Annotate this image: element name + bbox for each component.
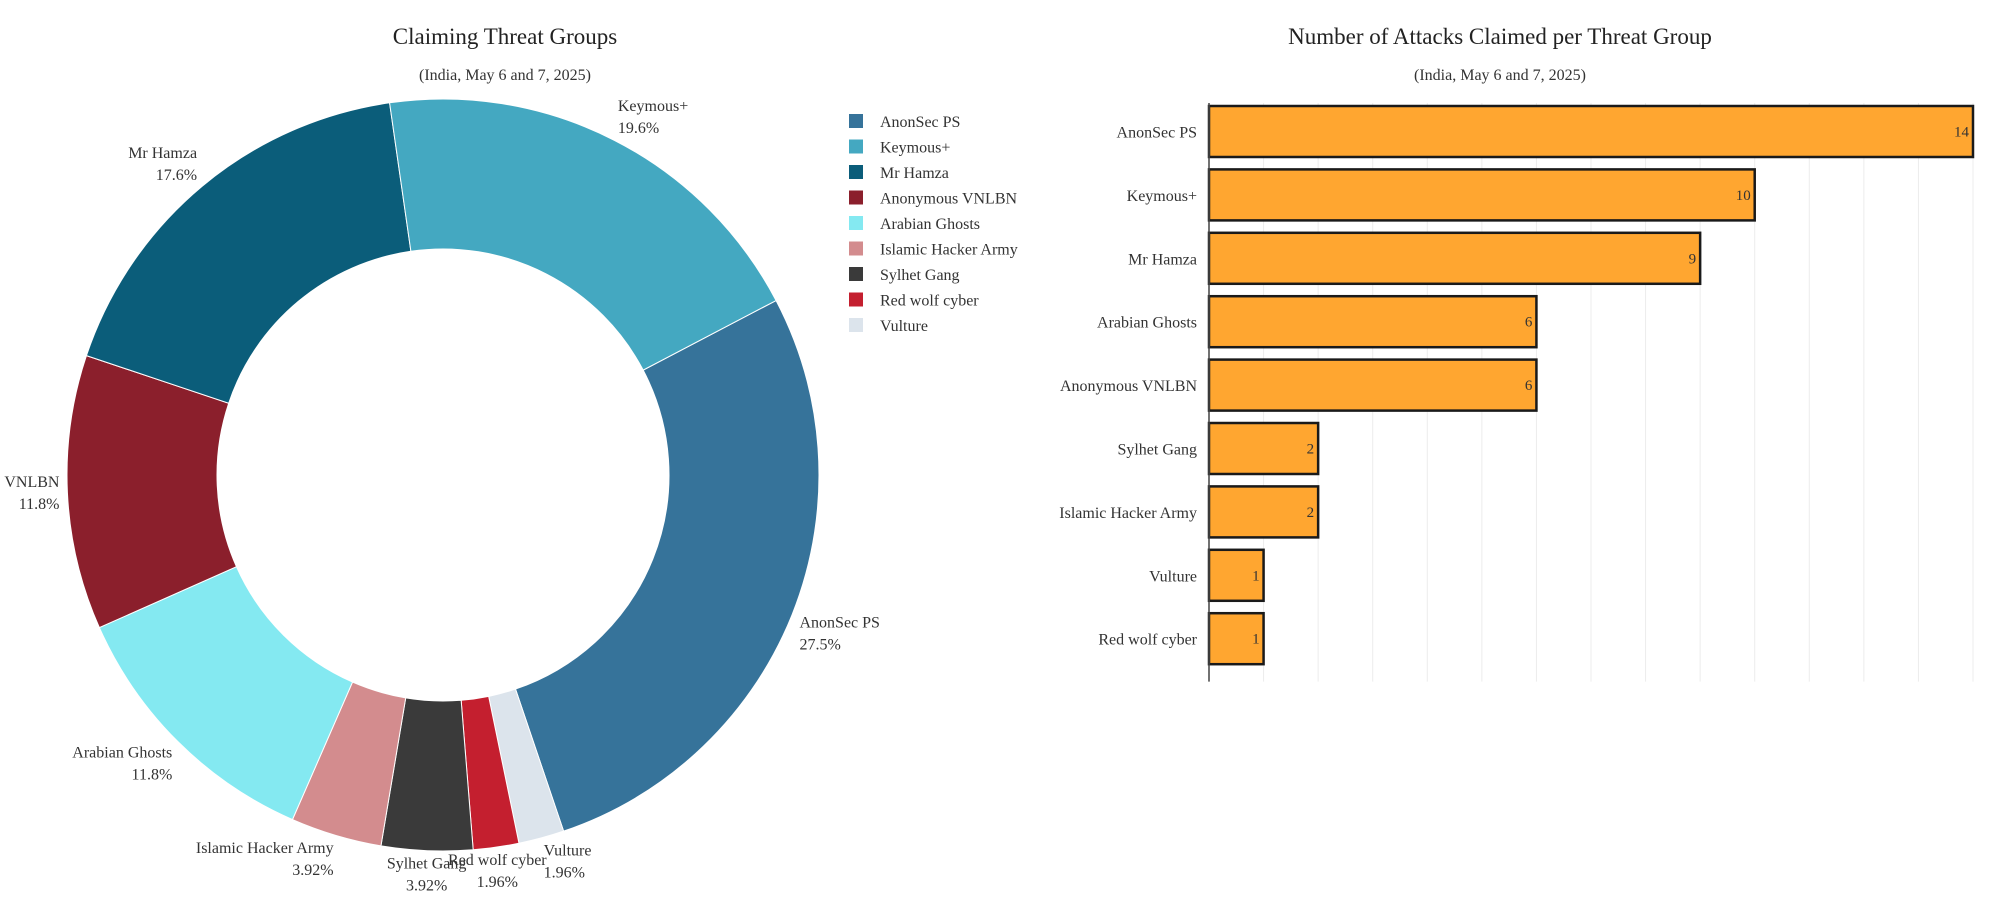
legend-item-red-wolf-cyber: Red wolf cyber — [880, 293, 979, 310]
bar-islamic-hacker-army — [1207, 485, 1320, 539]
slice-percent-red-wolf-cyber: 1.96% — [477, 874, 518, 891]
donut-legend: AnonSec PS Keymous+ Mr Hamza Anonymous VNLB… — [849, 114, 1018, 335]
slice-percent-anonsec-ps: 27.5% — [799, 637, 840, 654]
slice-percent-islamic-hacker-army: 3.92% — [292, 862, 333, 879]
bar-category-labels: AnonSec PS Keymous+ Mr Hamza Arabian Ghosts… — [1059, 125, 1197, 649]
bar-category-anonymous-vnlbn: Anonymous VNLBN — [1060, 378, 1197, 395]
slice-label-mr-hamza: Mr Hamza — [128, 145, 197, 162]
legend-swatch-sylhet-gang — [849, 267, 863, 281]
bar-value-red-wolf-cyber: 1 — [1252, 632, 1260, 648]
slice-anonsec-ps — [514, 299, 820, 832]
pie-chart-title: Claiming Threat Groups — [393, 24, 617, 49]
legend-item-sylhet-gang: Sylhet Gang — [880, 267, 960, 284]
legend-item-islamic-hacker-army: Islamic Hacker Army — [880, 242, 1018, 259]
pie-chart-subtitle: (India, May 6 and 7, 2025) — [419, 67, 591, 84]
bar-value-sylhet-gang: 2 — [1307, 442, 1315, 458]
bar-category-sylhet-gang: Sylhet Gang — [1117, 442, 1197, 459]
bar-chart: Number of Attacks Claimed per Threat Gro… — [1059, 24, 1975, 682]
legend-swatch-keymous — [849, 139, 863, 154]
legend-item-mr-hamza: Mr Hamza — [880, 165, 949, 182]
bar-category-islamic-hacker-army: Islamic Hacker Army — [1059, 505, 1197, 522]
bar-value-keymous: 10 — [1736, 188, 1751, 204]
slice-label-anonymous-vnlbn: Anonymous VNLBN — [0, 474, 60, 491]
donut-slices — [66, 98, 820, 852]
legend-item-anonsec-ps: AnonSec PS — [880, 114, 960, 131]
bar-value-anonymous-vnlbn: 6 — [1525, 378, 1533, 394]
slice-label-sylhet-gang: Sylhet Gang — [387, 856, 467, 873]
bar-mr-hamza — [1207, 231, 1702, 286]
slice-label-islamic-hacker-army: Islamic Hacker Army — [196, 840, 334, 857]
bar-chart-title: Number of Attacks Claimed per Threat Gro… — [1288, 24, 1712, 49]
legend-swatch-anonymous-vnlbn — [849, 190, 863, 205]
slice-percent-vulture: 1.96% — [544, 865, 585, 882]
legend-item-anonymous-vnlbn: Anonymous VNLBN — [880, 191, 1017, 208]
bar-arabian-ghosts — [1207, 294, 1538, 349]
slice-label-keymous: Keymous+ — [618, 98, 688, 115]
slice-label-red-wolf-cyber: Red wolf cyber — [448, 852, 547, 869]
bar-red-wolf-cyber — [1207, 611, 1265, 666]
slice-label-anonsec-ps: AnonSec PS — [799, 615, 879, 632]
slice-percent-mr-hamza: 17.6% — [156, 167, 197, 184]
legend-item-vulture: Vulture — [880, 318, 928, 335]
legend-item-keymous: Keymous+ — [880, 140, 950, 157]
bar-category-red-wolf-cyber: Red wolf cyber — [1098, 632, 1197, 649]
bar-value-vulture: 1 — [1252, 568, 1260, 584]
slice-keymous — [389, 98, 777, 371]
bar-sylhet-gang — [1207, 421, 1320, 476]
bar-anonsec-ps — [1207, 104, 1975, 159]
legend-swatch-anonsec-ps — [849, 114, 863, 128]
legend-swatch-red-wolf-cyber — [849, 292, 863, 307]
bar-value-labels: 14 10 9 6 6 2 2 1 1 — [1252, 125, 1969, 648]
bar-category-mr-hamza: Mr Hamza — [1128, 251, 1197, 268]
bar-keymous — [1207, 168, 1756, 222]
bar-category-anonsec-ps: AnonSec PS — [1117, 125, 1197, 142]
slice-label-arabian-ghosts: Arabian Ghosts — [72, 744, 172, 761]
legend-item-arabian-ghosts: Arabian Ghosts — [880, 216, 980, 233]
bar-chart-subtitle: (India, May 6 and 7, 2025) — [1414, 67, 1586, 84]
slice-percent-sylhet-gang: 3.92% — [406, 878, 447, 895]
slice-percent-arabian-ghosts: 11.8% — [132, 766, 173, 783]
bar-value-arabian-ghosts: 6 — [1525, 315, 1533, 331]
legend-swatch-vulture — [849, 318, 863, 332]
bar-anonymous-vnlbn — [1207, 358, 1538, 412]
slice-mr-hamza — [85, 102, 412, 404]
bar-category-vulture: Vulture — [1149, 568, 1197, 585]
legend-swatch-mr-hamza — [849, 165, 863, 179]
bar-value-islamic-hacker-army: 2 — [1307, 505, 1315, 521]
legend-swatch-arabian-ghosts — [849, 216, 863, 230]
bar-category-keymous: Keymous+ — [1127, 188, 1197, 205]
bar-series — [1207, 104, 1975, 666]
slice-label-vulture: Vulture — [544, 843, 592, 860]
slice-percent-keymous: 19.6% — [618, 120, 659, 137]
bar-value-anonsec-ps: 14 — [1954, 125, 1970, 141]
slice-percent-anonymous-vnlbn: 11.8% — [19, 496, 60, 513]
bar-category-arabian-ghosts: Arabian Ghosts — [1097, 315, 1197, 332]
donut-chart: Claiming Threat Groups (India, May 6 and… — [0, 24, 1018, 895]
bar-value-mr-hamza: 9 — [1689, 251, 1697, 267]
legend-swatch-islamic-hacker-army — [849, 241, 863, 256]
